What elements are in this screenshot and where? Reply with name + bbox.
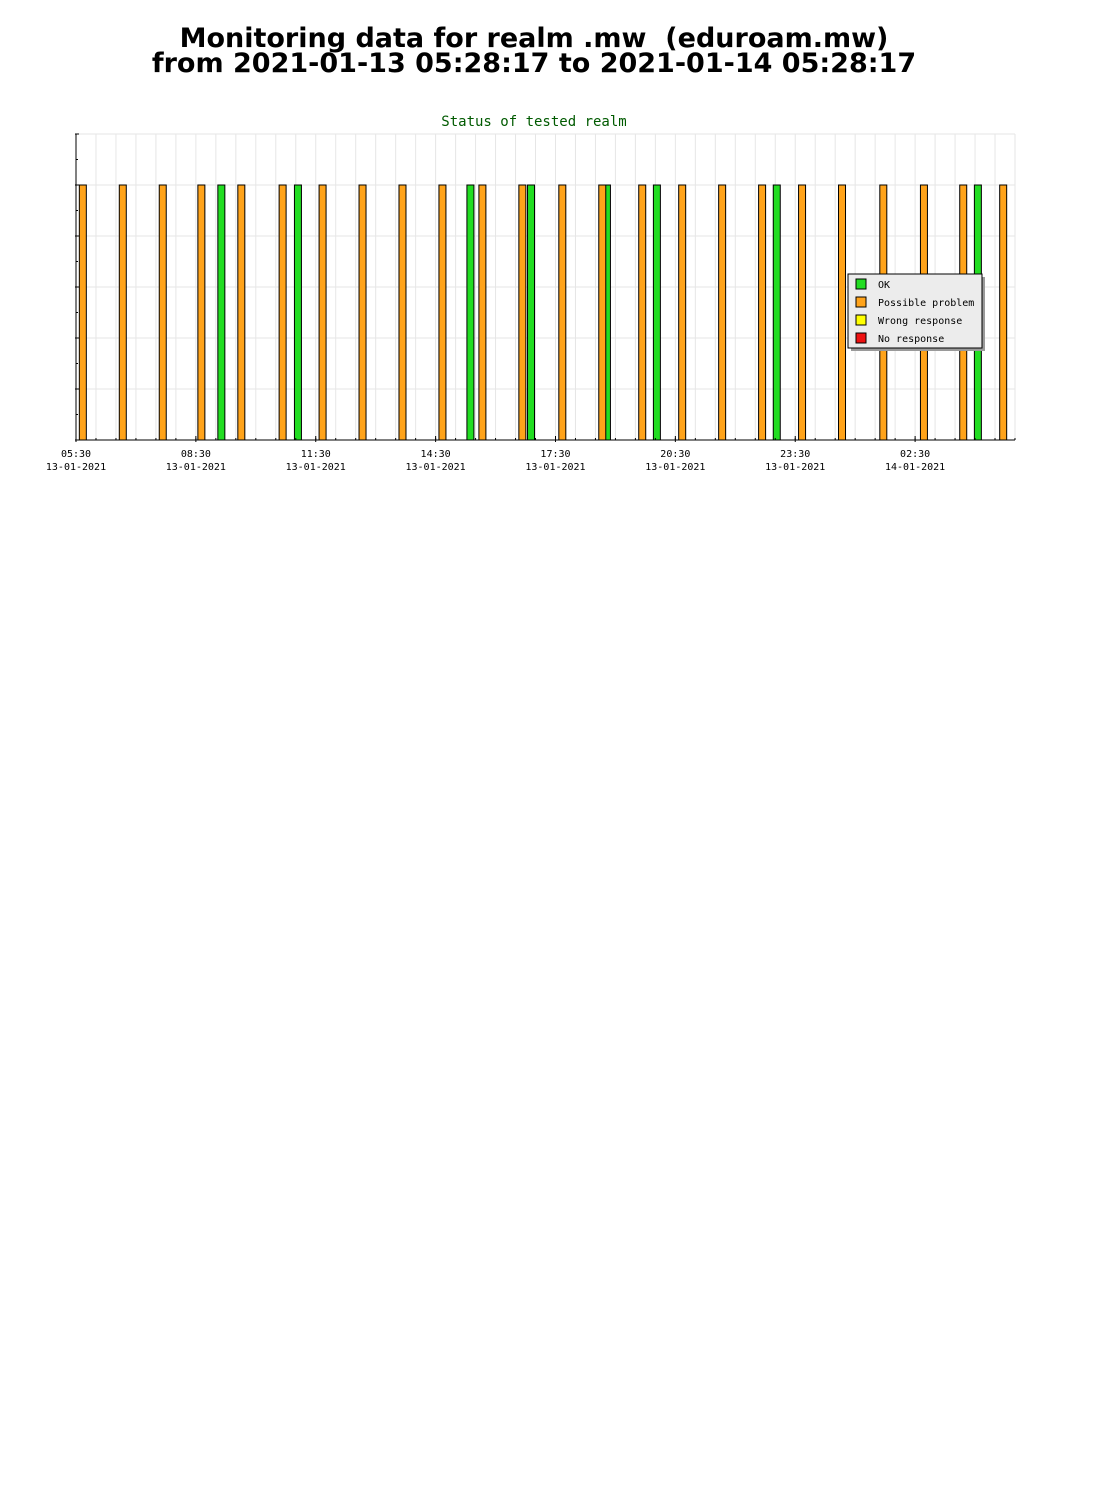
bar-possible-problem	[358, 184, 367, 441]
legend-label: Possible problem	[878, 298, 974, 309]
x-tick-label-date: 13-01-2021	[166, 462, 226, 473]
legend-swatch-ok	[855, 278, 867, 290]
x-tick-label-time: 20:30	[660, 449, 690, 460]
bar-possible-problem	[838, 184, 847, 441]
bar-possible-problem	[758, 184, 767, 441]
bar-possible-problem	[718, 184, 727, 441]
bar-possible-problem	[78, 184, 87, 441]
bar-possible-problem	[678, 184, 687, 441]
bar-possible-problem	[197, 184, 206, 441]
x-tick-label-time: 17:30	[540, 449, 570, 460]
bar-possible-problem	[999, 184, 1008, 441]
bar-possible-problem	[598, 184, 607, 441]
status-chart: Status of tested realm 05:30 13-01-2021 08…	[46, 114, 1016, 473]
chart-legend: OK Possible problem Wrong response No respo…	[847, 273, 985, 351]
legend-swatch-possible-problem	[855, 296, 867, 308]
bar-possible-problem	[118, 184, 127, 441]
x-tick-label-time: 14:30	[421, 449, 451, 460]
x-tick-label-date: 14-01-2021	[885, 462, 945, 473]
bar-ok	[466, 184, 475, 441]
x-tick-label-time: 23:30	[780, 449, 810, 460]
x-tick-label-time: 08:30	[181, 449, 211, 460]
bar-possible-problem	[237, 184, 246, 441]
bar-possible-problem	[158, 184, 167, 441]
x-tick-label-date: 13-01-2021	[46, 462, 106, 473]
page-title: Monitoring data for realm .mw (eduroam.m…	[0, 23, 1068, 79]
bar-possible-problem	[318, 184, 327, 441]
x-tick-label-date: 13-01-2021	[525, 462, 585, 473]
bar-ok	[527, 184, 536, 441]
bar-possible-problem	[398, 184, 407, 441]
bar-possible-problem	[438, 184, 447, 441]
legend-swatch-wrong-response	[855, 314, 867, 326]
legend-label: No response	[878, 334, 944, 345]
legend-label: Wrong response	[878, 316, 962, 327]
bar-ok	[293, 184, 302, 441]
page-title-line1: Monitoring data for realm .mw (eduroam.m…	[179, 23, 889, 54]
x-tick-label-time: 05:30	[61, 449, 91, 460]
bar-possible-problem	[278, 184, 287, 441]
x-tick-label-time: 11:30	[301, 449, 331, 460]
x-tick-label-date: 13-01-2021	[765, 462, 825, 473]
bar-possible-problem	[518, 184, 527, 441]
legend-box	[847, 273, 983, 349]
page-title-line2: from 2021-01-13 05:28:17 to 2021-01-14 0…	[151, 48, 917, 79]
x-tick-label-date: 13-01-2021	[406, 462, 466, 473]
x-tick-label-time: 02:30	[900, 449, 930, 460]
x-axis-ticks: 05:30 13-01-2021 08:30 13-01-2021 11:30 13-01…	[46, 436, 1016, 473]
bar-possible-problem	[638, 184, 647, 441]
legend-swatch-no-response	[855, 332, 867, 344]
x-tick-label-date: 13-01-2021	[286, 462, 346, 473]
x-tick-label-date: 13-01-2021	[645, 462, 705, 473]
chart-title: Status of tested realm	[441, 114, 626, 130]
bar-ok	[772, 184, 781, 441]
bar-ok	[217, 184, 226, 441]
bar-possible-problem	[798, 184, 807, 441]
bar-ok	[652, 184, 661, 441]
bar-possible-problem	[558, 184, 567, 441]
bar-possible-problem	[478, 184, 487, 441]
legend-label: OK	[878, 280, 890, 291]
